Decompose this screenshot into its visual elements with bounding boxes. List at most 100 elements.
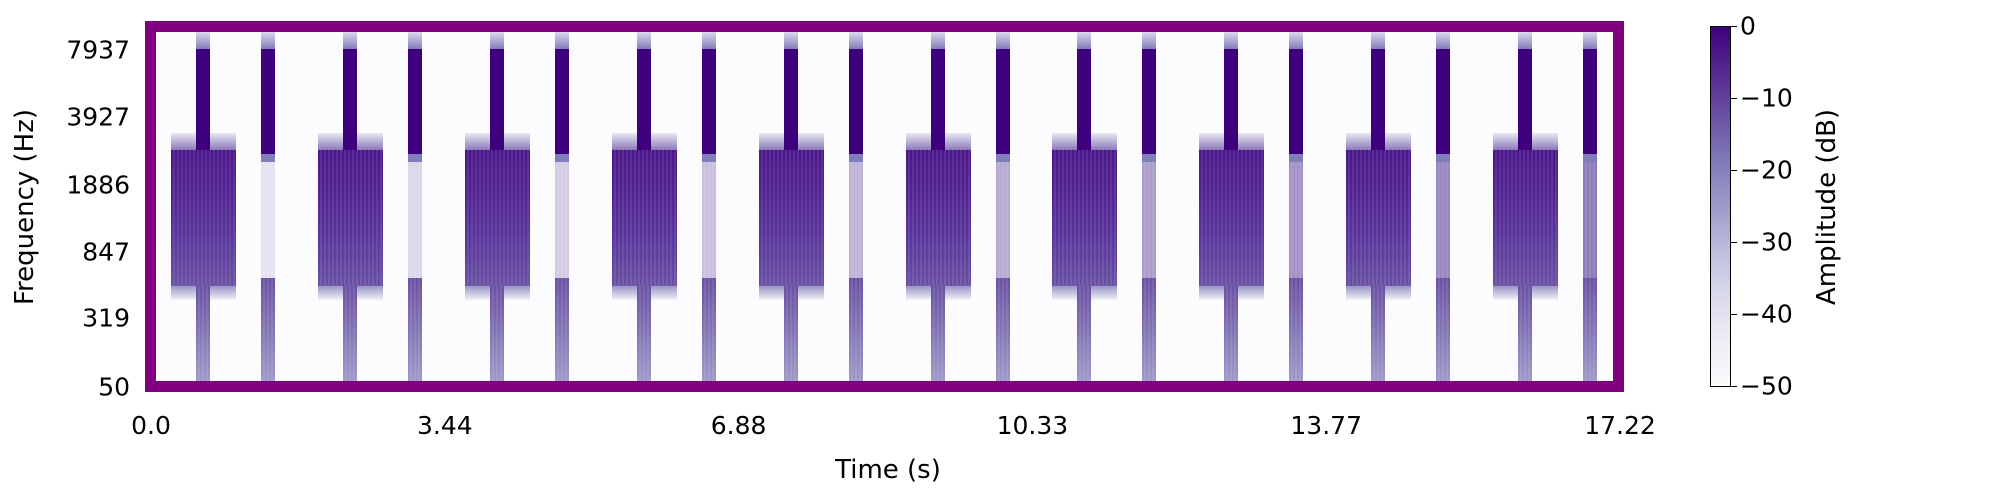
colorbar-tick-mark <box>1731 386 1737 387</box>
colorbar-tick-label: −20 <box>1740 155 1793 185</box>
click-fade-top <box>261 32 275 49</box>
click-mid-band <box>261 162 275 278</box>
click-high <box>848 49 863 154</box>
colorbar-tick-mark <box>1731 170 1737 171</box>
click-low <box>930 286 945 381</box>
click-transition <box>261 154 275 162</box>
click-fade-top <box>1142 32 1157 49</box>
click-low <box>196 286 210 381</box>
click-mid-band <box>995 162 1010 278</box>
y-tick-label: 50 <box>98 372 130 402</box>
click-transition <box>1436 154 1451 162</box>
click-mid-band <box>1142 162 1157 278</box>
y-tick-label: 319 <box>82 303 130 333</box>
click-fade-top <box>783 32 798 49</box>
colorbar-tick-label: −30 <box>1740 227 1793 257</box>
colorbar-label: Amplitude (dB) <box>1812 108 1842 306</box>
burst-block <box>317 150 383 286</box>
burst-block <box>1199 150 1265 286</box>
colorbar <box>1710 26 1731 387</box>
click-low <box>701 278 716 381</box>
spectrogram-canvas <box>156 32 1613 381</box>
click-fade-top <box>1371 32 1386 49</box>
click-high <box>261 49 275 154</box>
click-high <box>995 49 1010 154</box>
click-high <box>342 49 357 150</box>
click-mid-band <box>407 162 422 278</box>
click-low <box>848 278 863 381</box>
click-fade-top <box>196 32 210 49</box>
click-mid-band <box>848 162 863 278</box>
click-fade-top <box>848 32 863 49</box>
click-fade-top <box>1436 32 1451 49</box>
click-low <box>995 278 1010 381</box>
burst-block <box>1493 150 1559 286</box>
click-low <box>261 278 275 381</box>
click-high <box>636 49 651 150</box>
x-tick-label: 3.44 <box>416 411 473 440</box>
x-tick-label: 6.88 <box>710 411 767 440</box>
click-high <box>196 49 210 150</box>
click-fade-top <box>701 32 716 49</box>
spectrogram-plot <box>145 21 1624 392</box>
click-low <box>783 286 798 381</box>
click-fade-top <box>489 32 504 49</box>
y-tick-label: 7937 <box>66 35 130 65</box>
click-high <box>1142 49 1157 154</box>
click-high <box>930 49 945 150</box>
click-low <box>1224 286 1239 381</box>
click-mid-band <box>1436 162 1451 278</box>
click-fade-top <box>342 32 357 49</box>
click-transition <box>1142 154 1157 162</box>
colorbar-tick-label: −40 <box>1740 299 1793 329</box>
click-high <box>489 49 504 150</box>
click-fade-top <box>1518 32 1533 49</box>
click-transition <box>1289 154 1304 162</box>
click-low <box>407 278 422 381</box>
y-tick-label: 3927 <box>66 102 130 132</box>
click-low <box>554 278 569 381</box>
click-fade-top <box>636 32 651 49</box>
click-low <box>342 286 357 381</box>
click-fade-top <box>554 32 569 49</box>
click-transition <box>701 154 716 162</box>
y-tick-label: 847 <box>82 237 130 267</box>
burst-block <box>905 150 971 286</box>
x-tick-label: 10.33 <box>996 411 1069 440</box>
y-tick-label: 1886 <box>66 170 130 200</box>
burst-block <box>1346 150 1412 286</box>
click-fade-top <box>1077 32 1092 49</box>
x-tick-label: 17.22 <box>1584 411 1656 440</box>
burst-block <box>171 150 236 286</box>
click-high <box>1224 49 1239 150</box>
burst-block <box>1052 150 1118 286</box>
burst-block <box>464 150 530 286</box>
click-high <box>701 49 716 154</box>
click-low <box>1289 278 1304 381</box>
click-fade-top <box>1583 32 1598 49</box>
click-fade-top <box>407 32 422 49</box>
click-transition <box>848 154 863 162</box>
click-low <box>1371 286 1386 381</box>
colorbar-tick-mark <box>1731 242 1737 243</box>
burst-block <box>758 150 824 286</box>
colorbar-tick-mark <box>1731 26 1737 27</box>
click-mid-band <box>701 162 716 278</box>
click-transition <box>407 154 422 162</box>
click-low <box>1583 278 1598 381</box>
click-high <box>1289 49 1304 154</box>
click-fade-top <box>1289 32 1304 49</box>
click-low <box>1142 278 1157 381</box>
click-high <box>407 49 422 154</box>
click-high <box>1077 49 1092 150</box>
colorbar-tick-mark <box>1731 314 1737 315</box>
click-low <box>489 286 504 381</box>
click-transition <box>1583 154 1598 162</box>
click-mid-band <box>554 162 569 278</box>
click-transition <box>995 154 1010 162</box>
click-low <box>1436 278 1451 381</box>
click-fade-top <box>995 32 1010 49</box>
click-high <box>1371 49 1386 150</box>
colorbar-tick-mark <box>1731 98 1737 99</box>
click-fade-top <box>930 32 945 49</box>
